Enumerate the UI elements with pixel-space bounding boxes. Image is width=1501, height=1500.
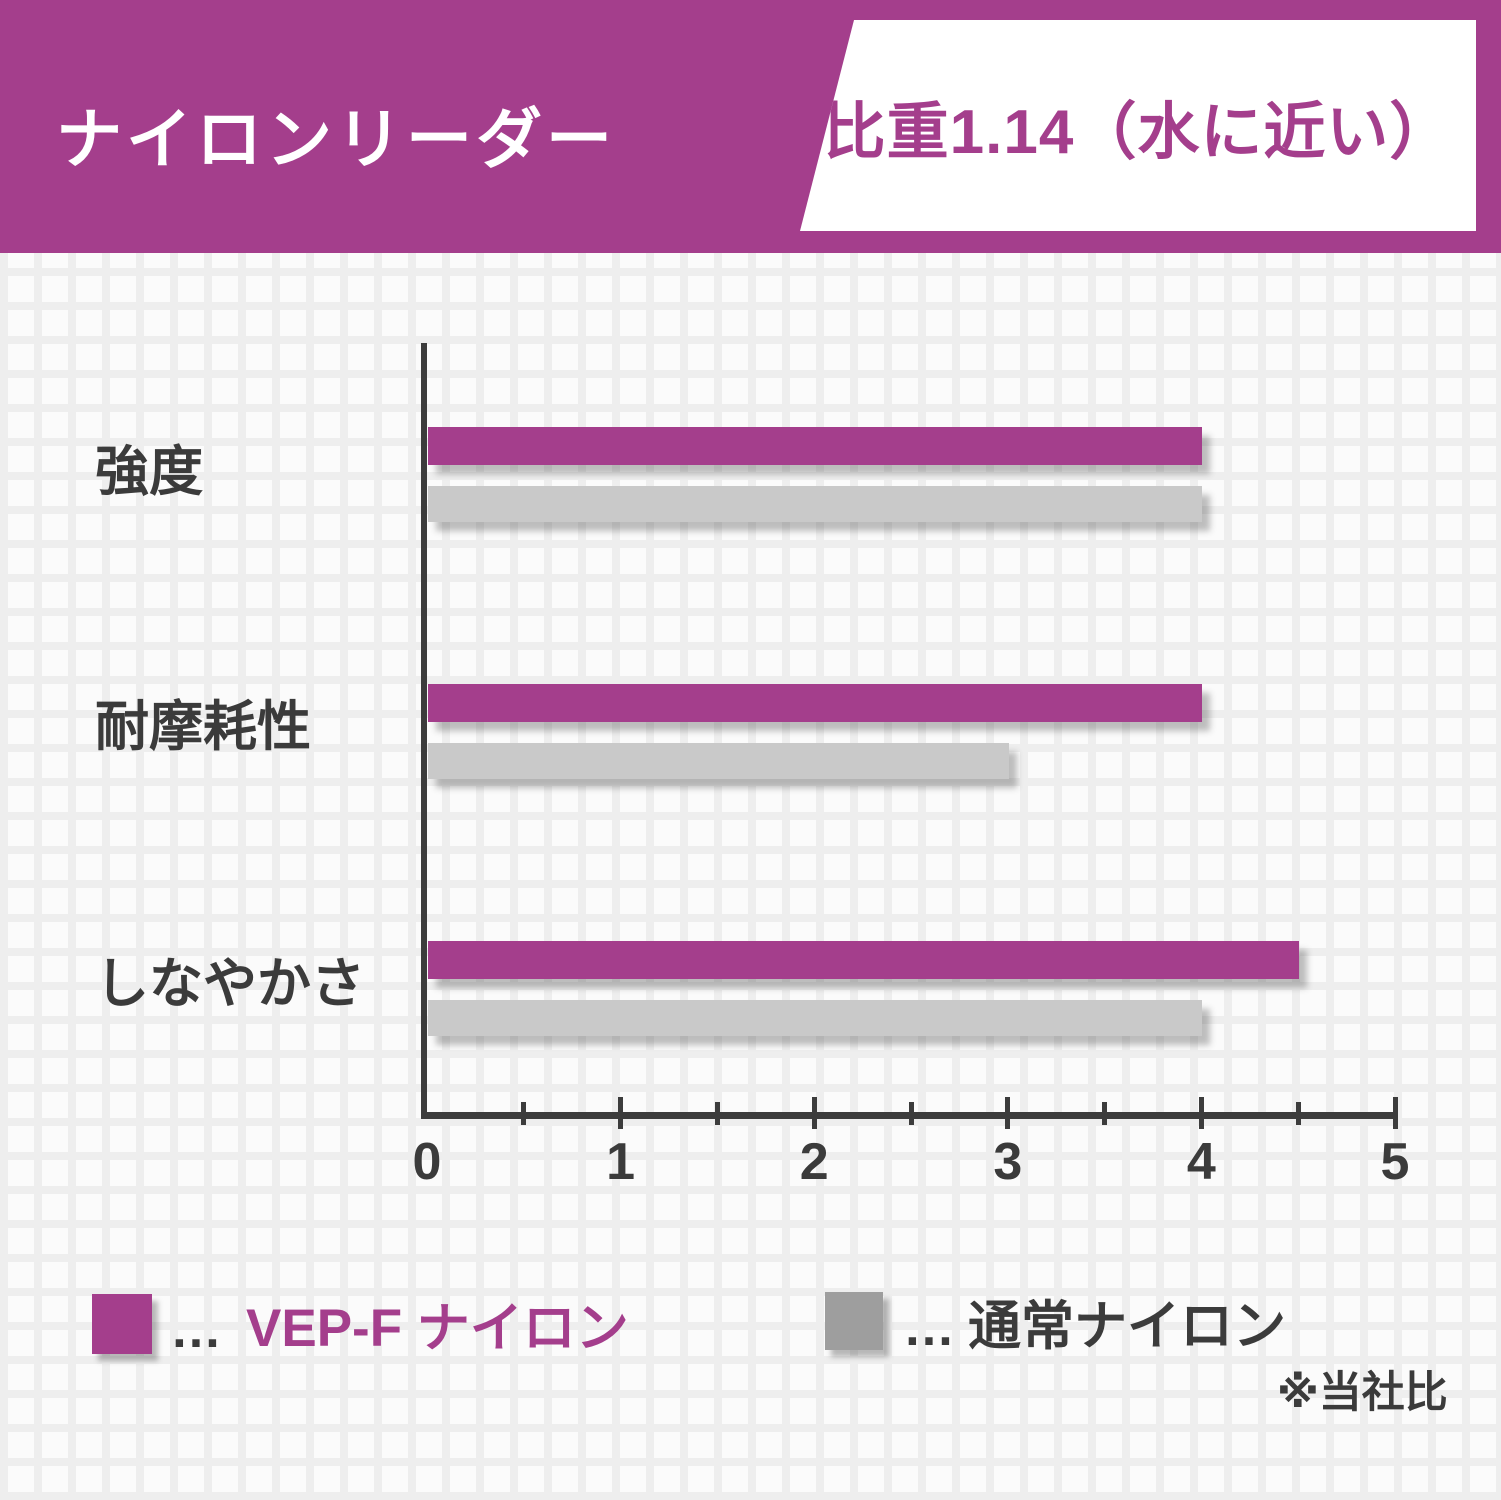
x-axis-minor-tick xyxy=(521,1102,527,1125)
legend-separator-dots: … xyxy=(170,1301,222,1359)
x-axis-tick-label: 1 xyxy=(606,1133,636,1191)
y-axis-line xyxy=(421,343,427,1119)
legend-label-vepf-nylon: VEP-F ナイロン xyxy=(246,1299,629,1358)
specific-gravity-badge-text: 比重1.14（水に近い） xyxy=(823,97,1453,167)
x-axis-tick-label: 2 xyxy=(799,1133,829,1191)
x-axis-major-tick xyxy=(618,1097,624,1129)
comparison-note: ※当社比 xyxy=(1277,1369,1448,1417)
legend-label-regular-nylon: 通常ナイロン xyxy=(968,1297,1286,1356)
legend-separator-dots: … xyxy=(903,1299,955,1357)
x-axis-major-tick xyxy=(1392,1097,1398,1129)
x-axis-minor-tick xyxy=(1295,1102,1301,1125)
x-axis-major-tick xyxy=(811,1097,817,1129)
x-axis-minor-tick xyxy=(908,1102,914,1125)
bar-vepf-nylon xyxy=(428,427,1203,465)
x-axis-tick-label: 3 xyxy=(993,1133,1023,1191)
x-axis-minor-tick xyxy=(1102,1102,1108,1125)
category-label: 耐摩耗性 xyxy=(95,697,311,757)
x-axis-major-tick xyxy=(1198,1097,1204,1129)
x-axis-major-tick xyxy=(1005,1097,1011,1129)
x-axis-minor-tick xyxy=(714,1102,720,1125)
page-title: ナイロンリーダー xyxy=(56,102,616,176)
x-axis-tick-label: 0 xyxy=(412,1133,442,1191)
bar-regular-nylon xyxy=(428,1000,1203,1036)
bar-regular-nylon xyxy=(428,743,1009,779)
bar-regular-nylon xyxy=(428,486,1203,522)
x-axis-tick-label: 5 xyxy=(1380,1133,1410,1191)
category-label: 強度 xyxy=(95,442,203,502)
category-label: しなやかさ xyxy=(95,954,365,1014)
bar-vepf-nylon xyxy=(428,684,1203,722)
bar-vepf-nylon xyxy=(428,941,1300,979)
legend-swatch-vepf-nylon xyxy=(92,1294,152,1354)
specific-gravity-badge: 比重1.14（水に近い） xyxy=(800,20,1476,231)
x-axis-tick-label: 4 xyxy=(1186,1133,1216,1191)
header-band: ナイロンリーダー 比重1.14（水に近い） xyxy=(0,0,1501,253)
legend-swatch-regular-nylon xyxy=(825,1292,883,1350)
